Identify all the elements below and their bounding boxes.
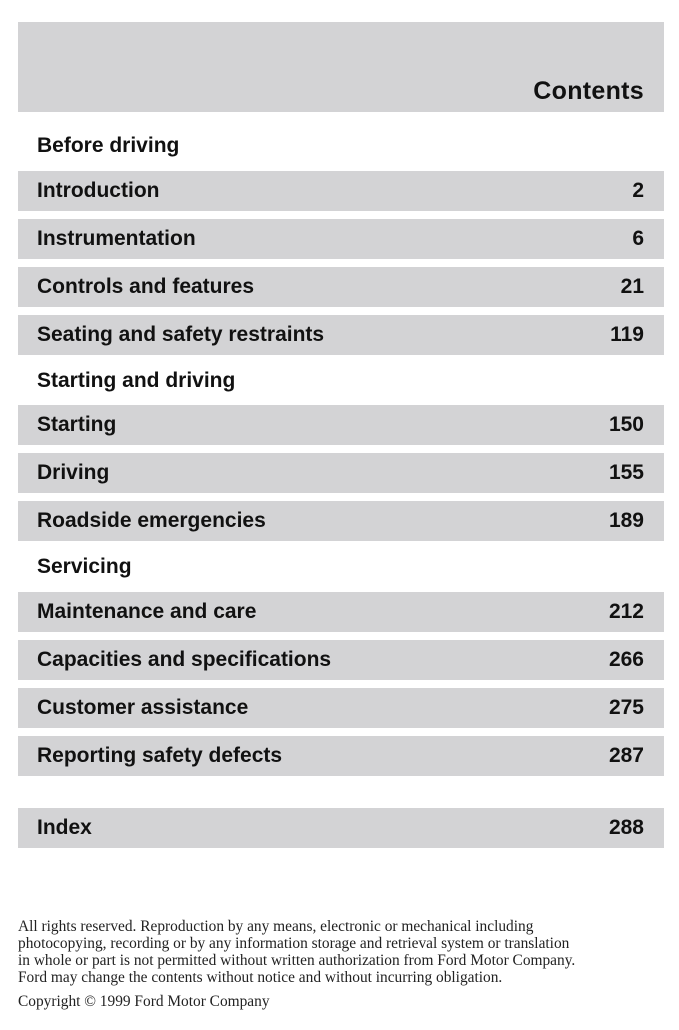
toc-entry-seating-and-safety-restraints[interactable]: Seating and safety restraints 119 (18, 315, 664, 355)
section-heading-before-driving: Before driving (37, 134, 180, 157)
toc-entry-page: 212 (608, 600, 644, 623)
toc-entry-instrumentation[interactable]: Instrumentation 6 (18, 219, 664, 259)
toc-entry-page: 6 (632, 227, 644, 250)
toc-entry-label: Customer assistance (37, 696, 249, 719)
section-heading-starting-and-driving: Starting and driving (37, 369, 236, 392)
toc-entry-page: 287 (608, 744, 644, 767)
legal-notice: All rights reserved. Reproduction by any… (18, 918, 668, 1010)
toc-entry-maintenance-and-care[interactable]: Maintenance and care 212 (18, 592, 664, 632)
toc-entry-label: Instrumentation (37, 227, 196, 250)
toc-entry-label: Roadside emergencies (37, 509, 266, 532)
legal-notice-line: All rights reserved. Reproduction by any… (18, 918, 534, 935)
toc-entry-page: 21 (620, 275, 644, 298)
toc-entry-label: Driving (37, 461, 110, 484)
toc-entry-capacities-and-specifications[interactable]: Capacities and specifications 266 (18, 640, 664, 680)
legal-notice-line: Ford may change the contents without not… (18, 969, 503, 986)
toc-entry-page: 288 (608, 816, 644, 839)
toc-entry-page: 189 (608, 509, 644, 532)
toc-entry-index[interactable]: Index 288 (18, 808, 664, 848)
toc-entry-label: Controls and features (37, 275, 255, 298)
toc-entry-reporting-safety-defects[interactable]: Reporting safety defects 287 (18, 736, 664, 776)
copyright-notice: Copyright © 1999 Ford Motor Company (18, 993, 270, 1010)
toc-entry-page: 119 (610, 323, 644, 346)
toc-entry-page: 266 (608, 648, 644, 671)
toc-entry-controls-and-features[interactable]: Controls and features 21 (18, 267, 664, 307)
toc-entry-roadside-emergencies[interactable]: Roadside emergencies 189 (18, 501, 664, 541)
page-title: Contents (533, 77, 644, 105)
legal-notice-line: in whole or part is not permitted withou… (18, 952, 576, 969)
toc-entry-customer-assistance[interactable]: Customer assistance 275 (18, 688, 664, 728)
toc-entry-introduction[interactable]: Introduction 2 (18, 171, 664, 211)
toc-entry-page: 155 (608, 461, 644, 484)
section-heading-servicing: Servicing (37, 555, 132, 578)
toc-entry-label: Reporting safety defects (37, 744, 283, 767)
toc-entry-page: 2 (632, 179, 644, 202)
toc-entry-starting[interactable]: Starting 150 (18, 405, 664, 445)
toc-entry-label: Capacities and specifications (37, 648, 332, 671)
toc-entry-page: 150 (608, 413, 644, 436)
toc-entry-label: Introduction (37, 179, 160, 202)
toc-entry-label: Seating and safety restraints (37, 323, 325, 346)
toc-entry-driving[interactable]: Driving 155 (18, 453, 664, 493)
toc-entry-label: Maintenance and care (37, 600, 257, 623)
toc-entry-label: Starting (37, 413, 117, 436)
page-header: Contents (18, 22, 664, 112)
legal-notice-line: photocopying, recording or by any inform… (18, 935, 570, 952)
toc-entry-page: 275 (608, 696, 644, 719)
toc-entry-label: Index (37, 816, 92, 839)
